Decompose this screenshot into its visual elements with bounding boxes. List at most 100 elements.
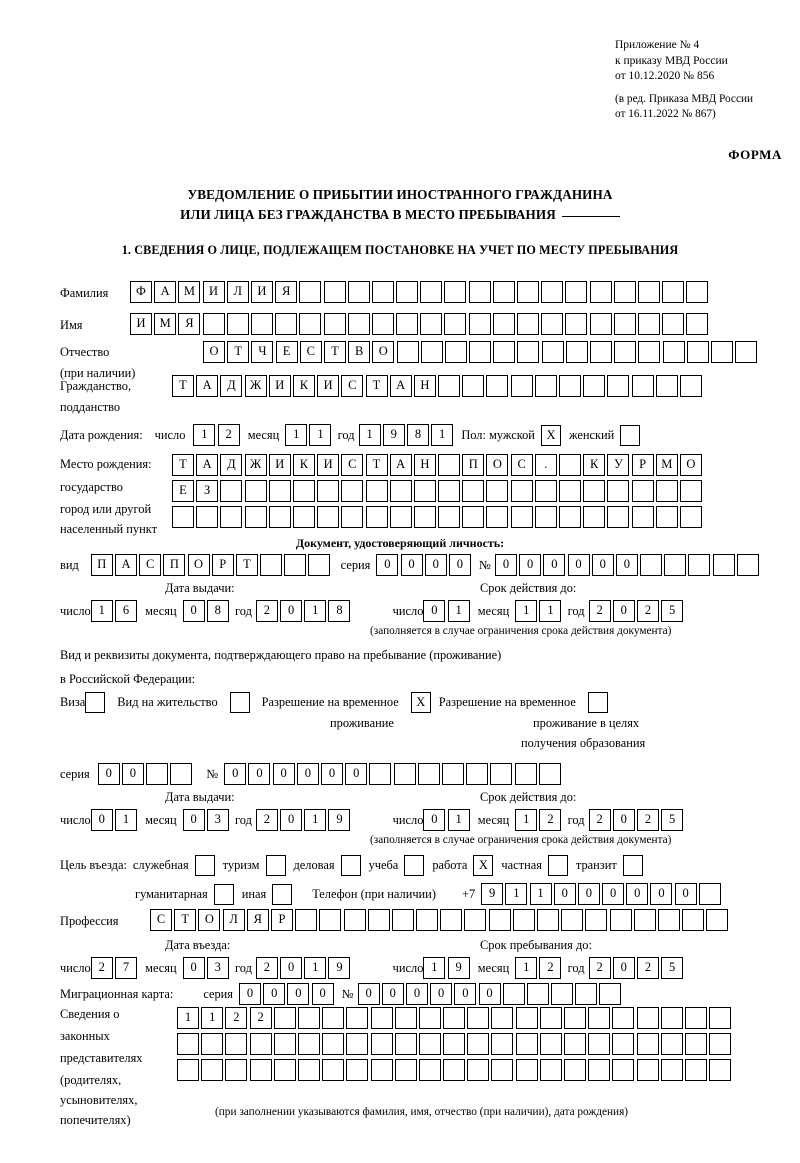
char-cell[interactable] <box>589 313 612 335</box>
char-cell[interactable]: Т <box>235 554 258 576</box>
char-cell[interactable] <box>664 554 687 576</box>
char-cell[interactable]: Я <box>246 909 269 931</box>
char-cell[interactable] <box>660 1033 683 1055</box>
char-cell[interactable] <box>322 1059 345 1081</box>
char-cell[interactable] <box>322 1007 345 1029</box>
char-cell[interactable]: 0 <box>239 983 261 1005</box>
char-cell[interactable]: Р <box>211 554 234 576</box>
char-cell[interactable] <box>538 763 561 785</box>
char-cell[interactable] <box>416 909 439 931</box>
char-cell[interactable] <box>502 983 525 1005</box>
char-cell[interactable] <box>417 763 440 785</box>
char-cell[interactable]: 1 <box>423 957 446 979</box>
char-cell[interactable] <box>268 480 291 502</box>
char-cell[interactable]: 1 <box>193 424 216 446</box>
char-cell[interactable] <box>660 1059 683 1081</box>
char-cell[interactable]: 2 <box>539 957 562 979</box>
char-cell[interactable]: 0 <box>424 554 447 576</box>
char-cell[interactable]: 0 <box>494 554 517 576</box>
temp-residence-checkbox[interactable]: X <box>410 692 431 713</box>
char-cell[interactable]: 0 <box>602 883 625 905</box>
char-cell[interactable]: Л <box>222 909 245 931</box>
char-cell[interactable]: 0 <box>381 983 404 1005</box>
char-cell[interactable] <box>371 313 394 335</box>
char-cell[interactable]: Е <box>172 480 194 502</box>
char-cell[interactable] <box>220 506 243 528</box>
char-cell[interactable]: 2 <box>539 809 562 831</box>
char-cell[interactable] <box>322 1033 345 1055</box>
char-cell[interactable] <box>491 1033 514 1055</box>
char-cell[interactable]: 0 <box>182 809 205 831</box>
char-cell[interactable] <box>177 1059 199 1081</box>
char-cell[interactable]: 2 <box>588 600 611 622</box>
char-cell[interactable] <box>444 281 467 303</box>
char-cell[interactable] <box>541 281 564 303</box>
char-cell[interactable] <box>443 1033 466 1055</box>
char-cell[interactable] <box>441 763 464 785</box>
char-cell[interactable] <box>736 554 759 576</box>
char-cell[interactable]: 1 <box>539 600 562 622</box>
char-cell[interactable] <box>444 313 467 335</box>
char-cell[interactable] <box>541 313 564 335</box>
visa-checkbox[interactable] <box>85 692 106 713</box>
char-cell[interactable] <box>662 313 685 335</box>
char-cell[interactable] <box>394 1033 417 1055</box>
char-cell[interactable]: 0 <box>357 983 380 1005</box>
char-cell[interactable] <box>275 313 298 335</box>
char-cell[interactable] <box>613 281 636 303</box>
char-cell[interactable] <box>467 1059 490 1081</box>
char-cell[interactable]: И <box>202 281 225 303</box>
char-cell[interactable]: 1 <box>515 957 538 979</box>
char-cell[interactable]: 2 <box>255 957 278 979</box>
char-cell[interactable] <box>589 281 612 303</box>
char-cell[interactable] <box>706 909 729 931</box>
char-cell[interactable]: Р <box>631 454 654 476</box>
char-cell[interactable]: Е <box>275 341 298 363</box>
char-cell[interactable] <box>391 909 414 931</box>
char-cell[interactable] <box>468 313 491 335</box>
char-cell[interactable]: 1 <box>90 600 113 622</box>
char-cell[interactable]: 1 <box>447 600 470 622</box>
char-cell[interactable] <box>537 909 559 931</box>
char-cell[interactable]: К <box>292 454 315 476</box>
char-cell[interactable] <box>657 909 680 931</box>
char-cell[interactable] <box>684 1007 707 1029</box>
char-cell[interactable]: 1 <box>285 424 308 446</box>
char-cell[interactable] <box>559 454 581 476</box>
char-cell[interactable] <box>631 375 654 397</box>
char-cell[interactable] <box>491 1007 514 1029</box>
char-cell[interactable] <box>146 763 169 785</box>
char-cell[interactable] <box>177 1033 199 1055</box>
char-cell[interactable]: 7 <box>114 957 137 979</box>
char-cell[interactable]: У <box>607 454 630 476</box>
char-cell[interactable] <box>225 1059 248 1081</box>
purpose-option-checkbox-1[interactable] <box>265 855 286 876</box>
char-cell[interactable] <box>636 1059 659 1081</box>
char-cell[interactable]: Ж <box>244 375 267 397</box>
char-cell[interactable] <box>196 506 219 528</box>
char-cell[interactable] <box>662 341 685 363</box>
char-cell[interactable] <box>468 281 491 303</box>
char-cell[interactable]: Я <box>275 281 298 303</box>
char-cell[interactable] <box>443 1007 466 1029</box>
char-cell[interactable]: 0 <box>321 763 344 785</box>
char-cell[interactable] <box>491 1059 514 1081</box>
char-cell[interactable]: Ф <box>130 281 152 303</box>
char-cell[interactable]: 0 <box>405 983 428 1005</box>
char-cell[interactable]: О <box>203 341 225 363</box>
char-cell[interactable] <box>510 480 533 502</box>
char-cell[interactable]: 0 <box>296 763 319 785</box>
char-cell[interactable]: Н <box>413 375 436 397</box>
